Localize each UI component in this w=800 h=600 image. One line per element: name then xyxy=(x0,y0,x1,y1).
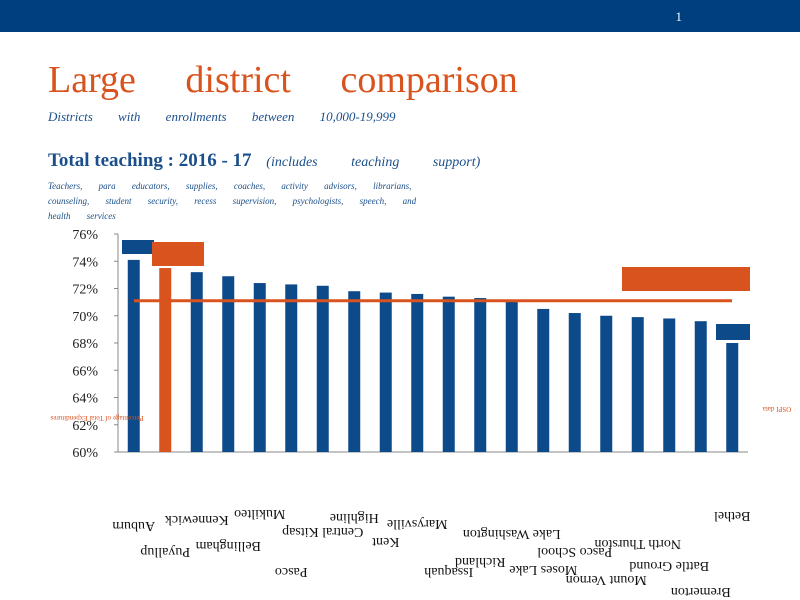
y-tick-label: 72% xyxy=(72,283,98,298)
bar xyxy=(190,272,203,452)
y-tick-label: 64% xyxy=(72,392,98,407)
category-label: Bremerton xyxy=(671,584,731,599)
category-description: Teachers, para educators, supplies, coac… xyxy=(48,181,417,221)
bar xyxy=(379,292,392,452)
bar xyxy=(411,293,424,452)
bar xyxy=(474,298,487,452)
bar xyxy=(222,276,235,452)
category-label: Mount Vernon xyxy=(566,572,647,587)
category-label: Kent xyxy=(372,534,399,549)
bar xyxy=(568,313,581,452)
side-label-left: Percentage of Total Expenditures xyxy=(50,414,143,422)
category-label: Moses Lake xyxy=(509,562,577,577)
category-label: North Thurston xyxy=(595,536,681,551)
callout-box-orange-left xyxy=(152,242,204,266)
category-label: Auburn xyxy=(112,518,155,533)
bar xyxy=(600,315,613,452)
bar xyxy=(505,300,518,452)
section-heading: Total teaching : 2016 - 17 (includes tea… xyxy=(48,150,480,172)
bar xyxy=(442,296,455,452)
chart-category-labels: Percentage of Total Expenditures OSPI dat… xyxy=(50,405,791,599)
y-tick-label: 68% xyxy=(72,337,98,352)
category-label: Bethel xyxy=(714,508,751,523)
category-label: Mukilteo xyxy=(234,506,285,521)
category-label: Lake Washington xyxy=(463,526,561,541)
y-tick-label: 70% xyxy=(72,310,98,325)
category-label: Marysville xyxy=(387,516,448,531)
category-label: Central Kitsap xyxy=(282,524,363,539)
bar xyxy=(348,291,361,452)
category-label: Bellingham xyxy=(195,538,260,553)
bar xyxy=(631,317,644,452)
callout-box-blue-left xyxy=(122,240,154,254)
category-label: Battle Ground xyxy=(629,558,709,573)
page-title: Large district comparison xyxy=(48,59,518,101)
bar xyxy=(726,343,739,452)
bar xyxy=(316,285,329,452)
bar xyxy=(537,308,550,452)
category-label: Kennewick xyxy=(165,512,229,527)
callout-box-orange-right xyxy=(622,267,750,291)
category-label: Pasco xyxy=(275,564,308,579)
category-label: Issaquah xyxy=(424,564,473,579)
category-label: Highline xyxy=(330,510,379,525)
section-heading-main: Total teaching : 2016 - 17 xyxy=(48,150,252,171)
y-tick-label: 62% xyxy=(72,419,98,434)
page-subtitle: Districts with enrollments between 10,00… xyxy=(48,109,396,124)
category-label: Pasco School xyxy=(537,544,612,559)
y-tick-label: 60% xyxy=(72,446,98,461)
header-bar: 1 xyxy=(0,0,800,32)
category-label: Richland xyxy=(455,554,506,569)
y-tick-label: 74% xyxy=(72,255,98,270)
y-tick-label: 66% xyxy=(72,364,98,379)
category-label: Puyallup xyxy=(140,544,190,559)
bar xyxy=(253,283,266,452)
bar xyxy=(694,321,707,452)
side-label-right: OSPI data xyxy=(762,405,791,413)
section-heading-note: (includes teaching support) xyxy=(266,155,481,170)
bar xyxy=(127,259,140,452)
y-tick-label: 76% xyxy=(72,228,98,243)
callout-box-blue-right xyxy=(716,324,750,340)
slide-number: 1 xyxy=(675,9,683,24)
bar xyxy=(285,284,298,452)
bar xyxy=(159,268,172,452)
bar xyxy=(663,318,676,452)
chart-bars xyxy=(122,240,750,452)
